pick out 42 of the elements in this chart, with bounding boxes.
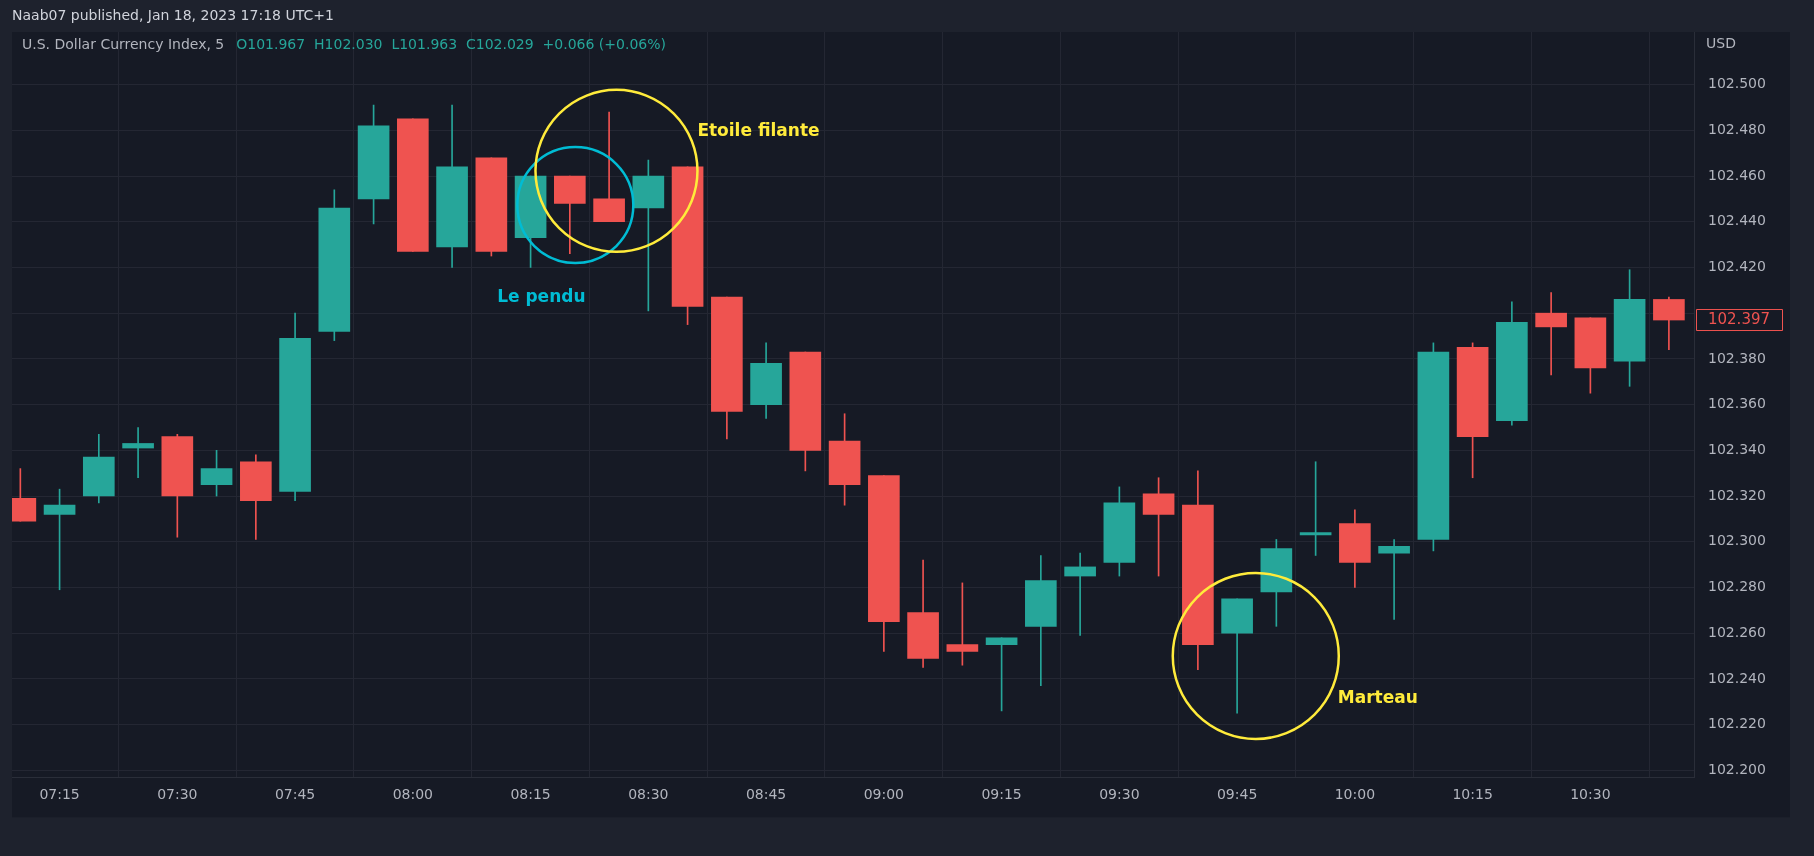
y-tick-label: 102.220	[1708, 715, 1766, 732]
x-tick-label: 09:00	[863, 786, 905, 803]
x-tick-label: 10:15	[1452, 786, 1493, 803]
annotation: Le pendu	[497, 286, 586, 307]
y-axis-title: USD	[1706, 34, 1736, 51]
annotation: Marteau	[1337, 687, 1418, 708]
y-tick-label: 102.420	[1708, 258, 1766, 275]
y-tick-label: 102.260	[1708, 623, 1766, 640]
x-tick-label: 08:30	[628, 786, 669, 803]
y-tick-label: 102.280	[1708, 578, 1766, 595]
annotation: Etoile filante	[697, 120, 820, 141]
y-tick-label: 102.380	[1708, 349, 1766, 366]
y-tick-label: 102.300	[1708, 532, 1766, 549]
y-tick-label: 102.200	[1708, 760, 1766, 777]
candlestick	[122, 427, 154, 479]
x-tick-label: 09:45	[1216, 786, 1258, 803]
text: Naab07 published, Jan 18, 2023 17:18 UTC+1	[12, 6, 334, 23]
x-tick-label: 10:30	[1570, 786, 1611, 803]
x-tick-label: 07:45	[274, 786, 316, 803]
candlestick	[1535, 292, 1567, 376]
chart-title: U.S. Dollar Currency Index, 5	[22, 35, 225, 52]
y-tick-label: 102.320	[1708, 486, 1766, 503]
candlestick	[1378, 539, 1410, 620]
x-tick-label: 09:30	[1099, 786, 1140, 803]
x-tick-label: 07:15	[39, 786, 80, 803]
y-tick-label: 102.460	[1708, 166, 1766, 183]
y-tick-label: 102.480	[1708, 120, 1766, 137]
x-tick-label: 07:30	[157, 786, 198, 803]
x-tick-label: 10:00	[1334, 786, 1376, 803]
x-tick-label: 08:15	[510, 786, 551, 803]
x-tick-label: 09:15	[981, 786, 1022, 803]
y-tick-label: 102.500	[1708, 75, 1766, 92]
y-tick-label: 102.340	[1708, 440, 1766, 457]
y-tick-label: 102.440	[1708, 212, 1766, 229]
candlestick	[1064, 552, 1096, 636]
x-tick-label: 08:00	[392, 786, 434, 803]
x-tick-label: 08:45	[745, 786, 787, 803]
y-tick-label: 102.240	[1708, 669, 1766, 686]
text: 102.397	[1707, 309, 1771, 328]
y-tick-label: 102.360	[1708, 395, 1766, 412]
chart-subtitle: O101.967 H102.030 L101.963 C102.029 +0.066 (+0.06%)	[236, 35, 666, 52]
candlestick	[593, 111, 625, 223]
